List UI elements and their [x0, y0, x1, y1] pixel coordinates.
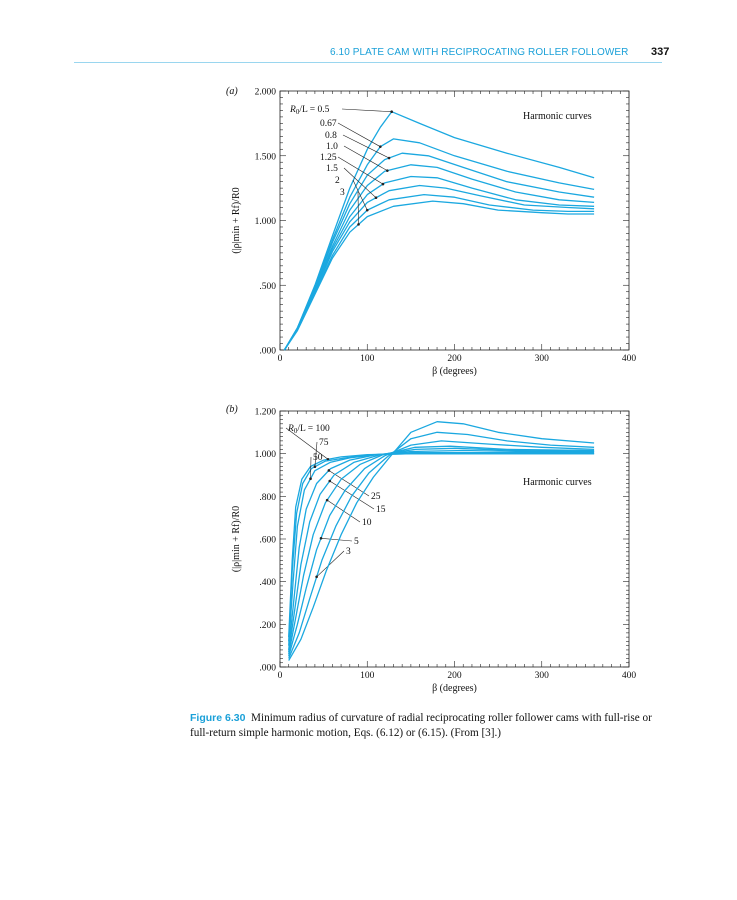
y-axis-label: (|ρ|min + Rf)/R0 — [231, 187, 242, 253]
leader-100 — [285, 427, 329, 460]
curve-75 — [288, 453, 595, 642]
series-label-3: 3 — [340, 188, 345, 198]
x-tick-label: 0 — [278, 354, 283, 364]
panel-tag: (b) — [226, 404, 238, 415]
series-label-50: 50 — [313, 453, 323, 463]
leader-3 — [357, 191, 359, 225]
leader-arrowhead-1.0 — [386, 169, 389, 172]
series-label-1.5: 1.5 — [326, 164, 338, 174]
harmonic-curves-annotation: Harmonic curves — [523, 111, 592, 122]
y-tick-label: 2.000 — [255, 88, 277, 98]
curve-10 — [288, 445, 595, 655]
y-tick-label: 1.000 — [255, 450, 277, 460]
series-label-0.8: 0.8 — [325, 131, 337, 141]
leader-arrowhead-3 — [315, 575, 318, 579]
curve-2 — [288, 421, 595, 661]
y-tick-label: 1.200 — [255, 408, 277, 418]
leader-arrowhead-0.67 — [379, 145, 382, 148]
curve-1.25 — [283, 175, 595, 351]
series-label-0.5: R0/L = 0.5 — [289, 105, 330, 116]
leader-arrowhead-5 — [319, 536, 323, 540]
x-tick-label: 0 — [278, 671, 283, 681]
y-tick-label: .400 — [259, 578, 276, 588]
caption-label: Figure 6.30 — [190, 712, 246, 724]
series-label-3: 3 — [346, 547, 351, 557]
y-tick-label: .000 — [259, 347, 276, 357]
series-label-25: 25 — [371, 492, 381, 502]
x-tick-label: 300 — [535, 671, 550, 681]
plot-frame — [279, 90, 630, 351]
x-tick-label: 200 — [447, 671, 462, 681]
x-axis-label: β (degrees) — [432, 683, 477, 694]
curve-15 — [288, 447, 595, 653]
curve-5 — [288, 440, 595, 657]
y-tick-label: .500 — [259, 282, 276, 292]
leader-arrowhead-0.8 — [387, 156, 391, 160]
y-tick-label: 1.000 — [255, 217, 277, 227]
leader-75 — [314, 441, 318, 467]
leader-arrowhead-50 — [309, 477, 312, 481]
figure-caption: Figure 6.30 Minimum radius of curvature … — [190, 711, 660, 741]
x-axis-label: β (degrees) — [432, 366, 477, 377]
y-tick-label: .600 — [259, 536, 276, 546]
series-label-75: 75 — [319, 438, 329, 448]
y-axis-label: (|ρ|min + Rf)/R0 — [231, 506, 242, 572]
y-tick-label: .200 — [259, 621, 276, 631]
leader-0.5 — [341, 108, 392, 113]
leader-arrowhead-15 — [328, 479, 332, 483]
curve-3 — [288, 431, 595, 659]
x-tick-label: 400 — [622, 671, 637, 681]
leader-0.8 — [342, 134, 390, 159]
curve-2 — [283, 193, 595, 351]
harmonic-curves-annotation: Harmonic curves — [523, 477, 592, 488]
leader-arrowhead-75 — [313, 465, 317, 469]
x-tick-label: 400 — [622, 354, 637, 364]
x-tick-label: 300 — [535, 354, 550, 364]
header-rule — [74, 62, 662, 63]
leader-3 — [316, 550, 345, 578]
series-label-2: 2 — [335, 176, 340, 186]
curve-25 — [288, 449, 595, 650]
leader-arrowhead-1.5 — [374, 196, 378, 200]
leader-2 — [352, 179, 368, 211]
leader-arrowhead-2 — [365, 208, 369, 212]
curve-50 — [288, 451, 595, 646]
y-tick-label: .000 — [259, 664, 276, 674]
series-label-1.25: 1.25 — [320, 153, 337, 163]
leader-1.5 — [343, 167, 377, 198]
x-tick-label: 100 — [360, 354, 375, 364]
leader-arrowhead-1.25 — [381, 182, 385, 186]
panel-tag: (a) — [226, 86, 238, 97]
leader-5 — [320, 537, 353, 542]
leader-0.67 — [337, 122, 381, 147]
series-label-0.67: 0.67 — [320, 119, 337, 129]
series-label-10: 10 — [362, 518, 372, 528]
series-label-1.0: 1.0 — [326, 142, 338, 152]
leader-arrowhead-25 — [327, 469, 331, 472]
page-number: 337 — [651, 46, 670, 58]
leader-arrowhead-3 — [357, 223, 360, 226]
leader-1.25 — [337, 156, 384, 185]
series-label-15: 15 — [376, 505, 386, 515]
y-tick-label: 1.500 — [255, 152, 277, 162]
x-tick-label: 100 — [360, 671, 375, 681]
caption-text: Minimum radius of curvature of radial re… — [190, 712, 652, 739]
running-header: 6.10 PLATE CAM WITH RECIPROCATING ROLLER… — [330, 47, 629, 58]
curve-3 — [283, 200, 595, 351]
series-label-100: R0/L = 100 — [287, 424, 330, 435]
series-label-5: 5 — [354, 537, 359, 547]
leader-1.0 — [343, 145, 388, 171]
leader-arrowhead-100 — [326, 457, 330, 461]
x-tick-label: 200 — [447, 354, 462, 364]
y-tick-label: .800 — [259, 493, 276, 503]
leader-arrowhead-10 — [325, 498, 329, 502]
leader-arrowhead-0.5 — [390, 110, 393, 114]
